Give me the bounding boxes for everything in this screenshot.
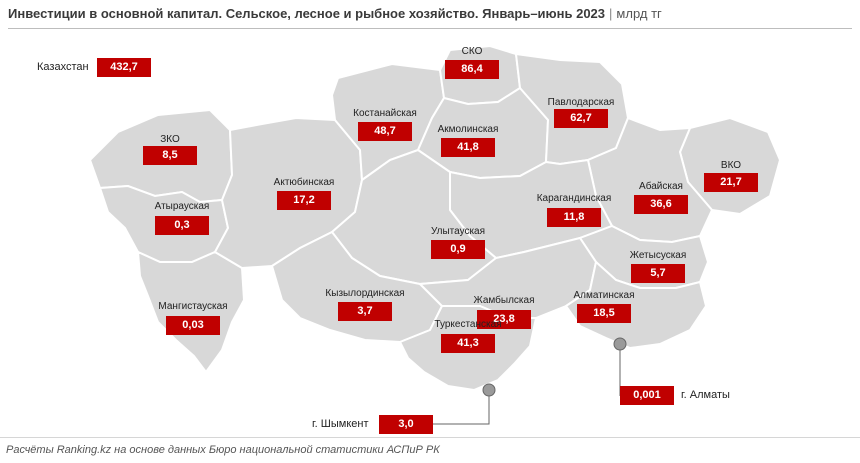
value-kyzylorda: 3,7	[338, 302, 392, 321]
label-pavlodar: Павлодарская	[547, 97, 615, 108]
value-zhetysu: 5,7	[631, 264, 685, 283]
label-shymkent-city: г. Шымкент	[312, 418, 369, 430]
footer-divider	[0, 437, 860, 438]
almaty-marker	[613, 337, 627, 351]
total-label: Казахстан	[37, 61, 89, 73]
value-mangystau: 0,03	[166, 316, 220, 335]
value-turkestan: 41,3	[441, 334, 495, 353]
label-almaty-city: г. Алматы	[681, 389, 730, 401]
value-abay: 36,6	[634, 195, 688, 214]
chart-title: Инвестиции в основной капитал. Сельское,…	[8, 6, 662, 21]
label-sko: СКО	[461, 46, 483, 57]
value-shymkent-city: 3,0	[379, 415, 433, 434]
label-kyzylorda: Кызылординская	[325, 288, 405, 299]
value-zko: 8,5	[143, 146, 197, 165]
value-almaty-city: 0,001	[620, 386, 674, 405]
label-zko: ЗКО	[160, 134, 180, 145]
value-almaty-region: 18,5	[577, 304, 631, 323]
label-karaganda: Карагандинская	[536, 193, 612, 204]
value-zhambyl: 23,8	[477, 310, 531, 329]
label-atyrau: Атырауская	[154, 201, 210, 212]
region-almaty	[564, 260, 708, 350]
total-value: 432,7	[97, 58, 151, 77]
title-unit: млрд тг	[616, 6, 662, 21]
value-pavlodar: 62,7	[554, 109, 608, 128]
title-divider	[8, 28, 852, 29]
label-aktobe: Актюбинская	[273, 177, 335, 188]
value-aktobe: 17,2	[277, 191, 331, 210]
label-kostanay: Костанайская	[353, 108, 417, 119]
value-akmola: 41,8	[441, 138, 495, 157]
shymkent-leader	[433, 396, 490, 425]
label-vko: ВКО	[720, 160, 742, 171]
label-akmola: Акмолинская	[437, 124, 499, 135]
value-vko: 21,7	[704, 173, 758, 192]
value-kostanay: 48,7	[358, 122, 412, 141]
label-turkestan: Туркестанская	[434, 319, 502, 330]
label-abay: Абайская	[639, 181, 683, 192]
region-mangystau	[136, 250, 246, 374]
label-zhambyl: Жамбылская	[473, 295, 535, 306]
label-mangystau: Мангистауская	[158, 301, 228, 312]
label-ulytau: Улытауская	[430, 226, 486, 237]
value-karaganda: 11,8	[547, 208, 601, 227]
source-note: Расчёты Ranking.kz на основе данных Бюро…	[6, 444, 440, 456]
value-sko: 86,4	[445, 60, 499, 79]
label-zhetysu: Жетысуская	[629, 250, 687, 261]
label-almaty-region: Алматинская	[573, 290, 635, 301]
shymkent-marker	[482, 383, 496, 397]
value-atyrau: 0,3	[155, 216, 209, 235]
title-separator: |	[609, 6, 613, 21]
title-text: Инвестиции в основной капитал. Сельское,…	[8, 6, 606, 21]
value-ulytau: 0,9	[431, 240, 485, 259]
